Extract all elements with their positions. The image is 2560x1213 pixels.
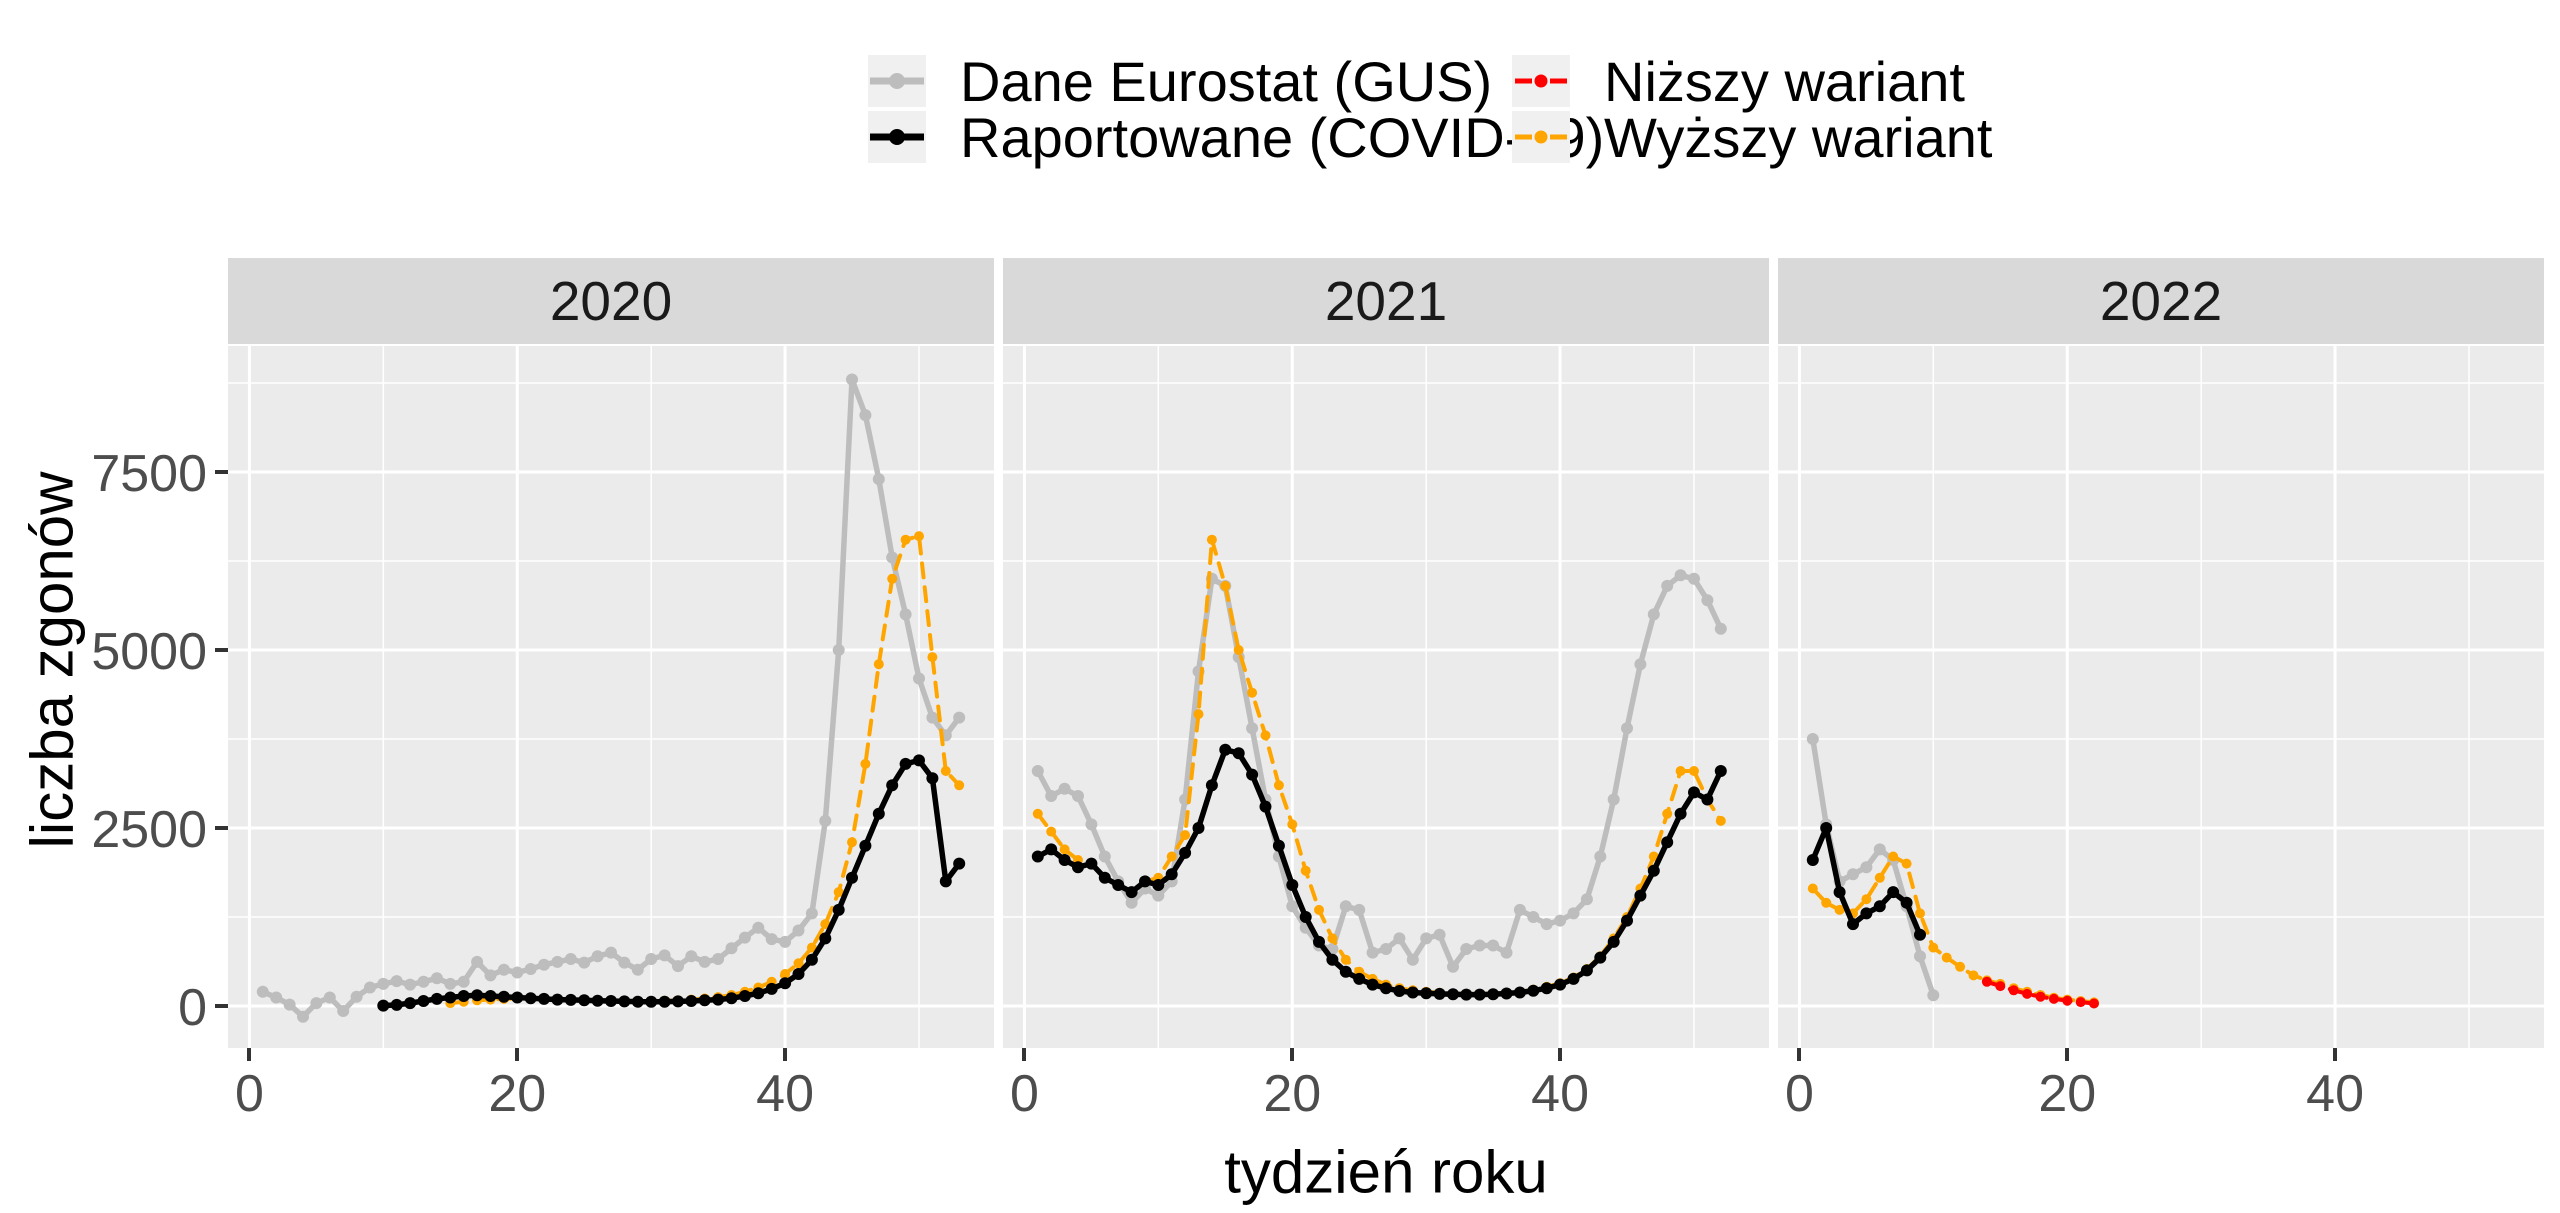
x-tick-label-2020-0: 0: [234, 1065, 264, 1123]
y-tick-mark-5000: [215, 648, 228, 652]
x-tick-mark-2021-40: [1558, 1048, 1563, 1061]
x-tick-label-2021-0: 0: [1009, 1065, 1039, 1123]
facet-panel-2022: [1778, 346, 2544, 1048]
x-tick-label-2021-20: 20: [1263, 1065, 1322, 1123]
y-tick-mark-7500: [215, 470, 228, 475]
legend-label-raportowane: Raportowane (COVID-19): [960, 106, 1605, 169]
series-raportowane: [1806, 822, 1926, 941]
x-tick-label-2020-20: 20: [488, 1065, 547, 1123]
x-tick-label-2022-40: 40: [2306, 1065, 2364, 1123]
facet-strip-2022: 2022: [1778, 258, 2544, 344]
x-tick-mark-2022-40: [2333, 1048, 2338, 1061]
x-tick-mark-2020-20: [515, 1048, 520, 1061]
facet-panel-2020: [228, 346, 994, 1048]
facet-panel-2021: [1003, 346, 1769, 1048]
x-tick-label-2021-40: 40: [1531, 1065, 1589, 1123]
series-wyzszy: [445, 531, 965, 1009]
x-tick-mark-2021-0: [1022, 1048, 1027, 1061]
series-eurostat: [1031, 569, 1727, 973]
legend-key-eurostat-icon: [868, 55, 926, 107]
y-tick-label-7500: 7500: [91, 445, 207, 504]
legend-key-raportowane-icon: [868, 111, 926, 163]
facet-strip-2021: 2021: [1003, 258, 1769, 344]
x-tick-mark-2021-20: [1290, 1048, 1295, 1061]
x-tick-mark-2020-0: [247, 1048, 252, 1061]
x-tick-label-2022-20: 20: [2038, 1065, 2097, 1123]
x-tick-mark-2022-0: [1797, 1048, 1802, 1061]
series-raportowane: [377, 754, 966, 1012]
x-tick-label-2020-40: 40: [756, 1065, 814, 1123]
legend-label-wyzszy: Wyższy wariant: [1604, 106, 1993, 169]
legend-label-eurostat: Dane Eurostat (GUS): [960, 50, 1493, 113]
y-tick-label-5000: 5000: [91, 623, 207, 681]
x-tick-mark-2022-20: [2065, 1048, 2070, 1061]
series-eurostat: [1806, 733, 1940, 1002]
x-tick-label-2022-0: 0: [1784, 1065, 1814, 1123]
legend: Dane Eurostat (GUS) Niższy wariant Raporto…: [868, 54, 1998, 172]
legend-label-nizszy: Niższy wariant: [1604, 50, 1965, 113]
series-eurostat: [256, 373, 966, 1023]
y-tick-mark-2500: [215, 826, 228, 830]
series-raportowane: [1031, 743, 1727, 1001]
legend-key-wyzszy-icon: [1512, 111, 1570, 163]
y-tick-label-2500: 2500: [91, 801, 207, 859]
x-axis-title: tydzień roku: [1224, 1138, 1548, 1206]
x-tick-mark-2020-40: [783, 1048, 788, 1061]
legend-key-nizszy-icon: [1512, 55, 1570, 107]
y-tick-label-0: 0: [178, 978, 207, 1037]
series-nizszy: [1981, 976, 2099, 1009]
y-tick-mark-0: [215, 1003, 228, 1008]
facet-strip-2020: 2020: [228, 258, 994, 344]
